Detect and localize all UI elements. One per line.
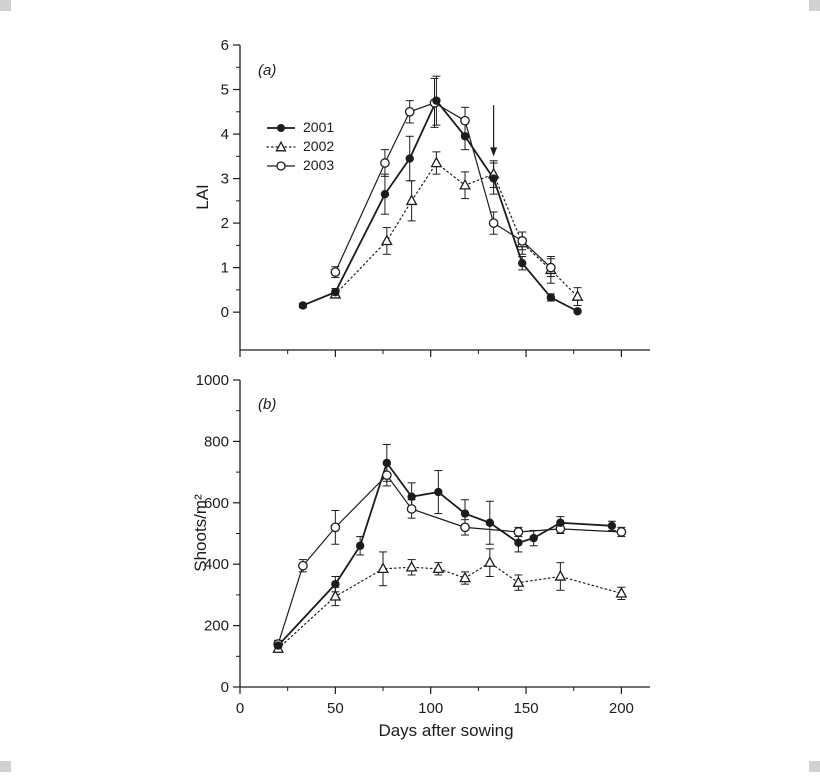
legend-label-2003: 2003 bbox=[303, 157, 335, 173]
legend-marker-2003-icon bbox=[267, 160, 295, 171]
legend-item-2001: 2001 bbox=[266, 120, 334, 135]
legend-label-2002: 2002 bbox=[303, 138, 335, 154]
svg-text:50: 50 bbox=[327, 700, 344, 717]
svg-text:800: 800 bbox=[204, 433, 229, 450]
svg-text:0: 0 bbox=[221, 679, 229, 696]
legend-label-2001: 2001 bbox=[303, 119, 335, 135]
corner-artifact bbox=[809, 0, 820, 11]
svg-text:5: 5 bbox=[221, 82, 229, 99]
svg-text:1: 1 bbox=[221, 260, 229, 277]
svg-text:100: 100 bbox=[418, 700, 443, 717]
corner-artifact bbox=[809, 761, 820, 772]
svg-text:3: 3 bbox=[221, 171, 229, 188]
y-axis-title-shoots: Shoots/m² bbox=[191, 494, 210, 572]
legend: 2001 2002 2003 bbox=[266, 120, 334, 173]
panel-a: 0 1 2 3 4 5 6 bbox=[221, 37, 650, 357]
corner-artifact bbox=[0, 761, 11, 772]
svg-text:0: 0 bbox=[236, 700, 244, 717]
legend-marker-2002-icon bbox=[266, 140, 296, 151]
panel-a-label: (a) bbox=[258, 62, 277, 79]
svg-text:200: 200 bbox=[204, 618, 229, 635]
panel-b-label: (b) bbox=[258, 396, 277, 413]
svg-text:200: 200 bbox=[609, 700, 634, 717]
svg-text:2: 2 bbox=[221, 215, 229, 232]
svg-text:4: 4 bbox=[221, 126, 229, 143]
y-axis-title-lai: LAI bbox=[193, 184, 212, 210]
svg-text:400: 400 bbox=[204, 556, 229, 573]
svg-text:600: 600 bbox=[204, 495, 229, 512]
legend-item-2002: 2002 bbox=[266, 139, 334, 154]
svg-text:6: 6 bbox=[221, 37, 229, 54]
svg-text:1000: 1000 bbox=[196, 372, 229, 389]
legend-item-2003: 2003 bbox=[266, 158, 334, 173]
svg-text:0: 0 bbox=[221, 304, 229, 321]
svg-text:150: 150 bbox=[514, 700, 539, 717]
x-axis-title: Days after sowing bbox=[378, 721, 514, 740]
corner-artifact bbox=[0, 0, 11, 11]
panel-b: 0 200 400 600 800 1000 0 50 100 150 200 bbox=[196, 372, 650, 717]
legend-marker-2001-icon bbox=[267, 123, 295, 132]
